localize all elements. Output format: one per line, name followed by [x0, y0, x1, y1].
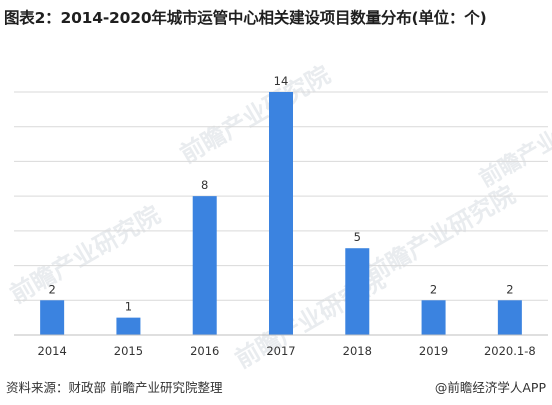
x-tick-labels: 2014 2015 2016 2017 2018 2019 2020.1-8: [38, 344, 536, 358]
x-tick-label: 2018: [343, 344, 372, 358]
data-label: 2: [430, 282, 437, 296]
x-tick-label: 2020.1-8: [484, 344, 536, 358]
source-note: 资料来源：财政部 前瞻产业研究院整理: [6, 380, 223, 395]
x-tick-label: 2019: [419, 344, 448, 358]
data-label: 2: [506, 282, 513, 296]
bar-2020.1-8: [497, 300, 522, 335]
data-label: 2: [48, 282, 55, 296]
x-tick-label: 2017: [266, 344, 295, 358]
data-label: 5: [354, 230, 361, 244]
bar-2018: [345, 248, 370, 335]
bars: [40, 92, 522, 335]
bar-2016: [192, 196, 217, 335]
bar-2019: [421, 300, 446, 335]
data-label: 8: [201, 178, 208, 192]
bar-2015: [116, 317, 141, 335]
x-tick-label: 2014: [38, 344, 67, 358]
x-tick-label: 2015: [114, 344, 143, 358]
brand-credit: @前瞻经济学人APP: [434, 380, 546, 395]
data-label: 14: [274, 74, 289, 88]
bar-2014: [40, 300, 65, 335]
data-label: 1: [125, 300, 132, 314]
chart-title: 图表2：2014-2020年城市运管中心相关建设项目数量分布(单位：个): [4, 9, 487, 27]
bar-2017: [269, 92, 293, 335]
data-labels: 2 1 8 14 5 2 2: [48, 74, 513, 314]
x-tick-label: 2016: [190, 344, 219, 358]
